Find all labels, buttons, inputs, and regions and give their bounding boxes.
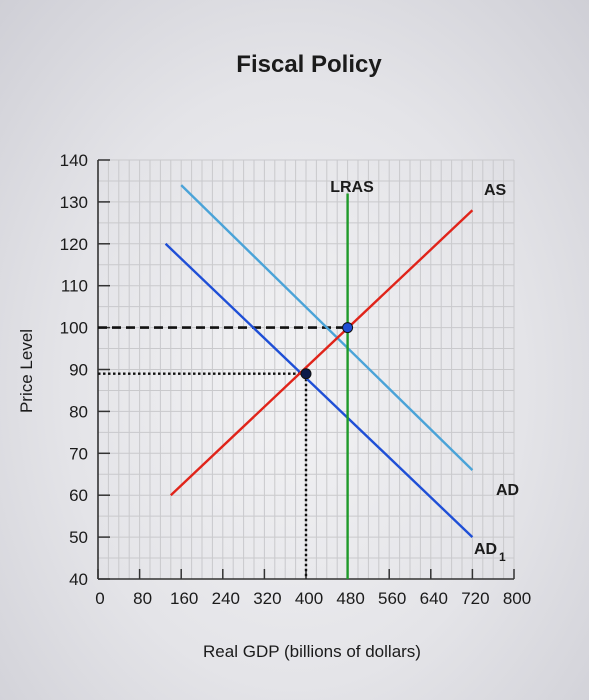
y-tick-label: 90 xyxy=(69,361,88,380)
x-tick-label: 240 xyxy=(212,589,240,608)
x-tick-label: 560 xyxy=(378,589,406,608)
x-axis-label: Real GDP (billions of dollars) xyxy=(203,642,421,661)
x-tick-label: 80 xyxy=(133,589,152,608)
y-axis-label: Price Level xyxy=(17,329,36,413)
lras-label: LRAS xyxy=(330,179,374,196)
series-line-ad1 xyxy=(164,242,474,538)
ad-label: AD xyxy=(496,482,519,499)
curve-labels: LRAS AS AD AD 1 xyxy=(330,179,519,564)
x-tick-label: 320 xyxy=(253,589,281,608)
series-line-as xyxy=(169,209,474,497)
y-tick-label: 50 xyxy=(69,528,88,547)
y-tick-label: 140 xyxy=(60,151,88,170)
y-tick-label: 100 xyxy=(60,319,88,338)
chart-title: Fiscal Policy xyxy=(236,51,382,78)
y-tick-label: 70 xyxy=(69,444,88,463)
y-tick-label: 40 xyxy=(69,570,88,589)
as-label: AS xyxy=(484,182,507,199)
x-tick-label: 160 xyxy=(170,589,198,608)
y-tick-label: 60 xyxy=(69,486,88,505)
x-tick-label: 720 xyxy=(461,589,489,608)
x-tick-label: 480 xyxy=(336,589,364,608)
equilibrium-point xyxy=(300,368,312,380)
series-line-ad xyxy=(180,184,474,471)
ad1-label-subscript: 1 xyxy=(499,550,506,564)
ad1-label: AD xyxy=(474,541,497,558)
equilibrium-points xyxy=(300,322,354,380)
y-tick-label: 110 xyxy=(61,277,88,296)
y-tick-label: 130 xyxy=(60,193,88,212)
x-tick-label: 400 xyxy=(295,589,323,608)
x-tick-label: 800 xyxy=(503,589,531,608)
y-tick-label: 80 xyxy=(69,402,88,421)
y-tick-label: 120 xyxy=(60,235,88,254)
x-tick-label: 0 xyxy=(95,589,104,608)
series-lines xyxy=(164,184,474,579)
equilibrium-point xyxy=(342,322,354,334)
reference-lines xyxy=(98,326,348,579)
x-tick-label: 640 xyxy=(420,589,448,608)
